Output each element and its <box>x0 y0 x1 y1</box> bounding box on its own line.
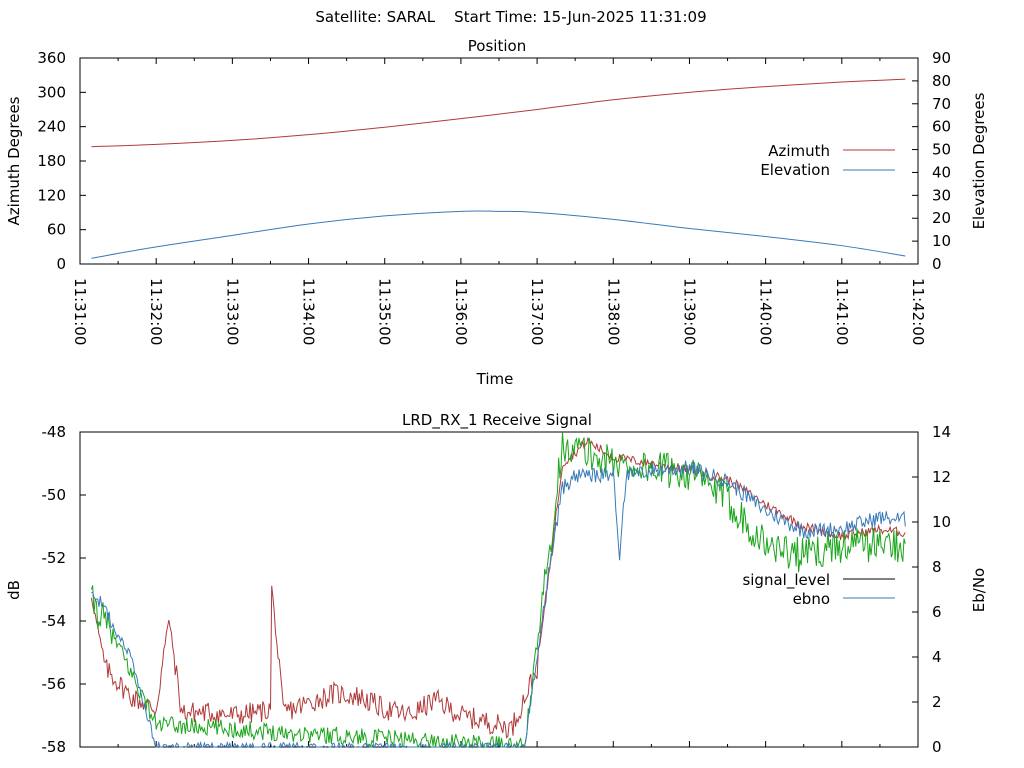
position-x-tick-label: 11:32:00 <box>147 278 165 345</box>
position-x-tick-label: 11:42:00 <box>909 278 927 345</box>
legend-azimuth-label: Azimuth <box>768 142 830 160</box>
signal-legend: signal_level ebno <box>742 571 895 608</box>
signal-y2-tick-label: 10 <box>932 513 951 531</box>
signal-y-tick-label: -48 <box>42 423 67 441</box>
position-x-tick-label: 11:35:00 <box>376 278 394 345</box>
position-y-tick-label: 180 <box>37 152 66 170</box>
position-y2-tick-label: 70 <box>932 95 951 113</box>
position-y2-tick-label: 90 <box>932 49 951 67</box>
position-y2-tick-label: 80 <box>932 72 951 90</box>
position-y-tick-label: 120 <box>37 186 66 204</box>
signal-y2-tick-label: 12 <box>932 468 951 486</box>
signal-ylabel: dB <box>5 580 23 600</box>
position-ylabel: Azimuth Degrees <box>5 96 23 225</box>
position-x-tick-label: 11:41:00 <box>833 278 851 345</box>
position-minor-ticks <box>117 58 881 264</box>
position-x-tick-label: 11:38:00 <box>604 278 622 345</box>
position-x-tick-label: 11:34:00 <box>300 278 318 345</box>
signal-chart: LRD_RX_1 Receive Signal -58-56-54-52-50-… <box>5 411 988 756</box>
position-y2-ticks: 0 10 20 30 40 50 60 70 80 90 <box>912 49 951 273</box>
legend-elevation-label: Elevation <box>760 161 830 179</box>
position-y-tick-label: 240 <box>37 118 66 136</box>
azimuth-series-line <box>91 78 906 148</box>
signal-y2-tick-label: 6 <box>932 603 942 621</box>
signal-y-tick-label: -52 <box>42 549 67 567</box>
page-title: Satellite: SARAL Start Time: 15-Jun-2025… <box>315 8 706 26</box>
signal-y2label: Eb/No <box>970 568 988 612</box>
signal-level-series-line <box>90 436 906 739</box>
position-y-tick-label: 300 <box>37 83 66 101</box>
signal-y2-tick-label: 0 <box>932 738 942 756</box>
signal-chart-title: LRD_RX_1 Receive Signal <box>402 411 592 430</box>
elevation-series-line <box>91 210 906 259</box>
position-chart-title: Position <box>468 37 526 55</box>
signal-y-ticks: -58 -56 -54 -52 -50 -48 <box>42 423 86 756</box>
position-y-tick-label: 60 <box>47 221 66 239</box>
position-y2-tick-label: 0 <box>932 255 942 273</box>
position-x-tick-label: 11:40:00 <box>757 278 775 345</box>
position-x-ticks: 11:31:00 11:32:00 11:33:00 11:34:00 11:35:00… <box>71 58 927 345</box>
ebno-green-series-line <box>90 431 906 749</box>
position-chart: Position 0 60 120 180 240 300 360 0 10 20 30 40 50 6… <box>5 37 988 388</box>
signal-y2-tick-label: 8 <box>932 558 942 576</box>
signal-y-tick-label: -56 <box>42 675 67 693</box>
signal-y-tick-label: -58 <box>42 738 67 756</box>
position-xlabel: Time <box>476 370 514 388</box>
position-y2-tick-label: 30 <box>932 186 951 204</box>
position-y2-tick-label: 40 <box>932 163 951 181</box>
position-y2label: Elevation Degrees <box>970 92 988 229</box>
signal-y2-tick-label: 2 <box>932 693 942 711</box>
legend-signal-level-label: signal_level <box>742 571 830 590</box>
signal-y2-tick-label: 4 <box>932 648 942 666</box>
legend-ebno-label: ebno <box>793 590 830 608</box>
position-x-tick-label: 11:36:00 <box>452 278 470 345</box>
position-x-tick-label: 11:33:00 <box>223 278 241 345</box>
position-x-tick-label: 11:39:00 <box>680 278 698 345</box>
position-x-tick-label: 11:31:00 <box>71 278 89 345</box>
signal-y-tick-label: -54 <box>42 612 67 630</box>
signal-y2-tick-label: 14 <box>932 423 951 441</box>
position-y-tick-label: 360 <box>37 49 66 67</box>
signal-y2-ticks: 0 2 4 6 8 10 12 14 <box>912 423 951 756</box>
position-y2-tick-label: 10 <box>932 232 951 250</box>
position-y-tick-label: 0 <box>56 255 66 273</box>
position-y-ticks: 0 60 120 180 240 300 360 <box>37 49 86 273</box>
signal-y-tick-label: -50 <box>42 486 67 504</box>
position-x-tick-label: 11:37:00 <box>528 278 546 345</box>
position-y2-tick-label: 20 <box>932 209 951 227</box>
position-y2-tick-label: 60 <box>932 118 951 136</box>
ebno-series-line <box>91 460 906 749</box>
position-legend: Azimuth Elevation <box>760 142 895 179</box>
position-y2-tick-label: 50 <box>932 141 951 159</box>
